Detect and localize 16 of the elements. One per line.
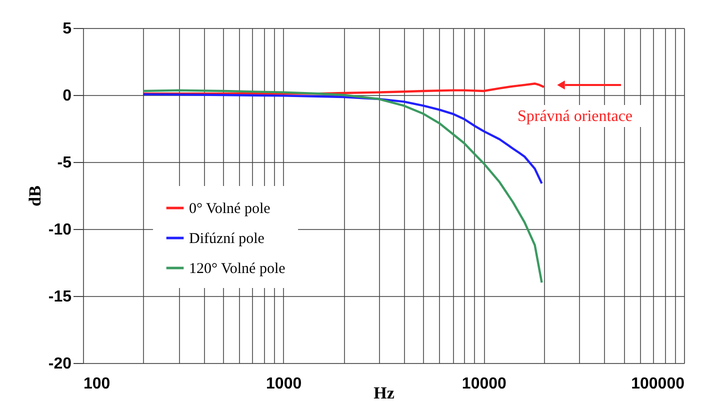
legend-label: Difúzní pole xyxy=(189,231,265,247)
y-tick-label: -5 xyxy=(57,154,72,172)
x-axis-title: Hz xyxy=(374,384,395,402)
legend-label: 0° Volné pole xyxy=(189,201,271,217)
x-tick-label: 10000 xyxy=(462,376,507,392)
x-tick-label: 100000 xyxy=(631,376,685,392)
annotation: Správná orientace xyxy=(517,108,633,125)
y-tick-label: 5 xyxy=(62,20,72,38)
legend-label: 120° Volné pole xyxy=(189,261,286,277)
x-tick-label: 100 xyxy=(84,376,110,392)
y-tick-label: -15 xyxy=(48,288,72,306)
x-tick-label: 1000 xyxy=(266,376,302,392)
y-tick-label: 0 xyxy=(62,88,72,104)
y-tick-label: -10 xyxy=(48,222,72,238)
y-axis-title: dB xyxy=(25,186,44,206)
y-tick-label: -20 xyxy=(48,356,72,372)
